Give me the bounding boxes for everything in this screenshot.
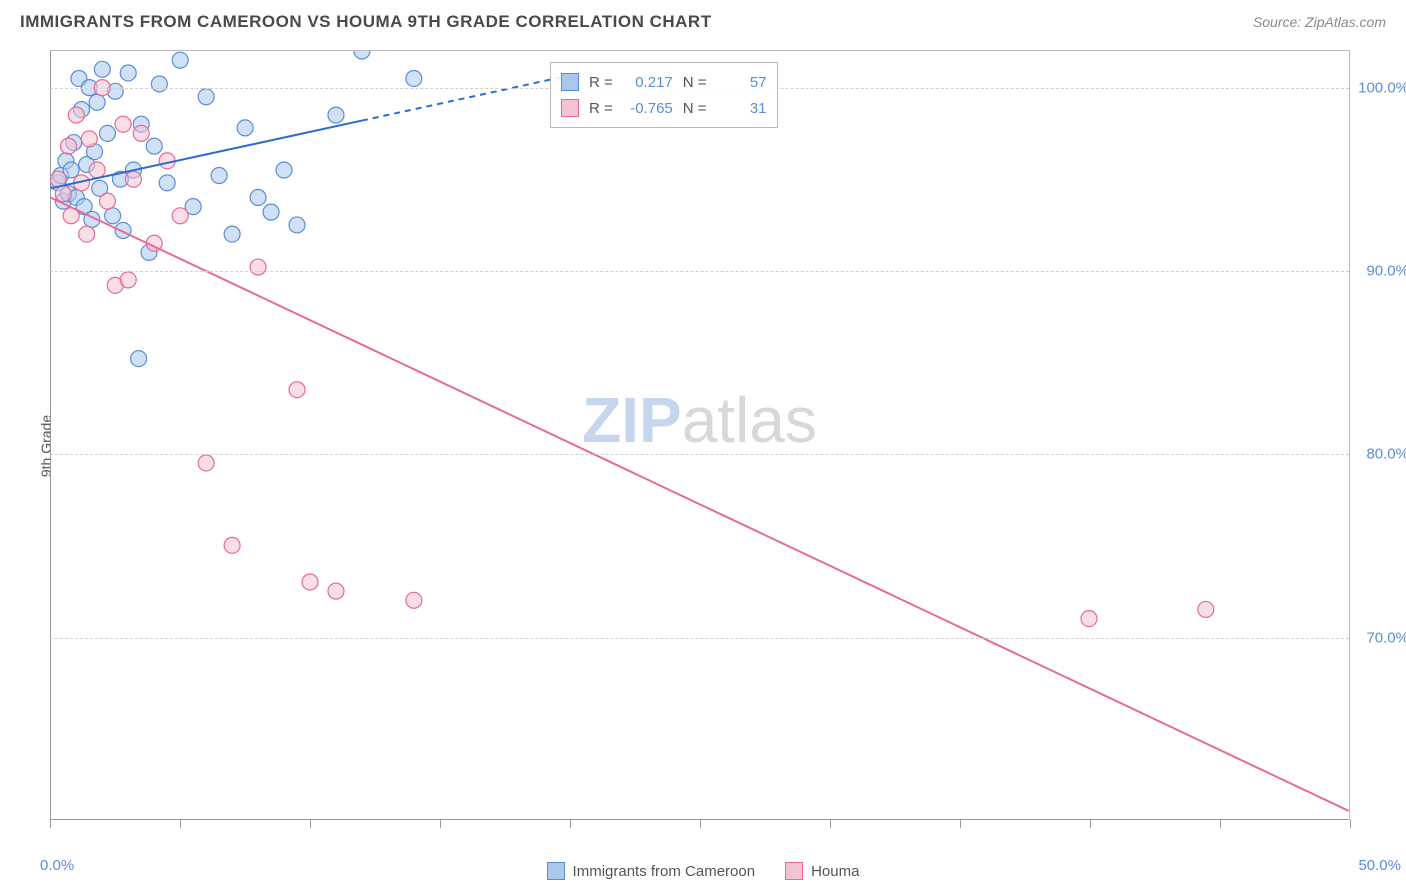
scatter-plot-svg bbox=[50, 51, 1349, 820]
data-point bbox=[198, 455, 214, 471]
data-point bbox=[115, 116, 131, 132]
x-tick bbox=[1350, 820, 1351, 828]
data-point bbox=[79, 226, 95, 242]
data-point bbox=[224, 226, 240, 242]
legend-swatch bbox=[547, 862, 565, 880]
x-tick bbox=[960, 820, 961, 828]
data-point bbox=[1081, 611, 1097, 627]
x-tick bbox=[310, 820, 311, 828]
data-point bbox=[89, 94, 105, 110]
data-point bbox=[125, 171, 141, 187]
stat-label: N = bbox=[683, 100, 707, 117]
stat-n-value: 57 bbox=[717, 74, 767, 91]
data-point bbox=[151, 76, 167, 92]
stats-row: R = -0.765 N = 31 bbox=[561, 95, 767, 121]
x-tick bbox=[1090, 820, 1091, 828]
data-point bbox=[289, 382, 305, 398]
data-point bbox=[302, 574, 318, 590]
trend-line bbox=[50, 197, 1348, 810]
legend-item: Immigrants from Cameroon bbox=[547, 862, 756, 880]
legend-swatch bbox=[561, 99, 579, 117]
data-point bbox=[99, 193, 115, 209]
legend-label: Immigrants from Cameroon bbox=[573, 863, 756, 880]
y-tick-label: 90.0% bbox=[1366, 263, 1406, 280]
data-point bbox=[289, 217, 305, 233]
x-tick bbox=[440, 820, 441, 828]
legend-item: Houma bbox=[785, 862, 859, 880]
x-tick bbox=[830, 820, 831, 828]
data-point bbox=[105, 208, 121, 224]
chart-header: IMMIGRANTS FROM CAMEROON VS HOUMA 9TH GR… bbox=[0, 0, 1406, 40]
legend-label: Houma bbox=[811, 863, 859, 880]
data-point bbox=[172, 208, 188, 224]
data-point bbox=[133, 125, 149, 141]
stat-r-value: -0.765 bbox=[623, 100, 673, 117]
data-point bbox=[198, 89, 214, 105]
legend-swatch bbox=[561, 73, 579, 91]
data-point bbox=[159, 175, 175, 191]
stat-r-value: 0.217 bbox=[623, 74, 673, 91]
trend-line-dashed bbox=[362, 75, 570, 120]
data-point bbox=[263, 204, 279, 220]
gridline bbox=[50, 638, 1349, 639]
data-point bbox=[224, 537, 240, 553]
y-tick-label: 70.0% bbox=[1366, 629, 1406, 646]
y-tick-label: 80.0% bbox=[1366, 446, 1406, 463]
stat-label: R = bbox=[589, 74, 613, 91]
data-point bbox=[172, 52, 188, 68]
data-point bbox=[146, 138, 162, 154]
stat-n-value: 31 bbox=[717, 100, 767, 117]
chart-plot-area: ZIPatlas 70.0%80.0%90.0%100.0% bbox=[50, 50, 1350, 820]
correlation-stats-box: R = 0.217 N = 57 R = -0.765 N = 31 bbox=[550, 62, 778, 128]
data-point bbox=[89, 162, 105, 178]
legend-swatch bbox=[785, 862, 803, 880]
x-tick bbox=[50, 820, 51, 828]
x-tick bbox=[1220, 820, 1221, 828]
data-point bbox=[55, 186, 71, 202]
chart-title: IMMIGRANTS FROM CAMEROON VS HOUMA 9TH GR… bbox=[20, 12, 712, 32]
bottom-legend: Immigrants from Cameroon Houma bbox=[0, 862, 1406, 880]
data-point bbox=[120, 272, 136, 288]
y-tick-label: 100.0% bbox=[1358, 79, 1406, 96]
x-tick bbox=[180, 820, 181, 828]
data-point bbox=[328, 583, 344, 599]
gridline bbox=[50, 271, 1349, 272]
x-tick bbox=[700, 820, 701, 828]
data-point bbox=[250, 259, 266, 275]
stat-label: N = bbox=[683, 74, 707, 91]
data-point bbox=[276, 162, 292, 178]
data-point bbox=[328, 107, 344, 123]
stat-label: R = bbox=[589, 100, 613, 117]
data-point bbox=[99, 125, 115, 141]
data-point bbox=[354, 51, 370, 59]
data-point bbox=[406, 592, 422, 608]
chart-source: Source: ZipAtlas.com bbox=[1253, 14, 1386, 30]
data-point bbox=[131, 351, 147, 367]
data-point bbox=[94, 61, 110, 77]
data-point bbox=[211, 168, 227, 184]
x-tick bbox=[570, 820, 571, 828]
stats-row: R = 0.217 N = 57 bbox=[561, 69, 767, 95]
data-point bbox=[406, 70, 422, 86]
data-point bbox=[115, 222, 131, 238]
gridline bbox=[50, 454, 1349, 455]
data-point bbox=[61, 138, 77, 154]
data-point bbox=[1198, 601, 1214, 617]
data-point bbox=[81, 131, 97, 147]
data-point bbox=[120, 65, 136, 81]
data-point bbox=[250, 189, 266, 205]
data-point bbox=[68, 107, 84, 123]
data-point bbox=[237, 120, 253, 136]
